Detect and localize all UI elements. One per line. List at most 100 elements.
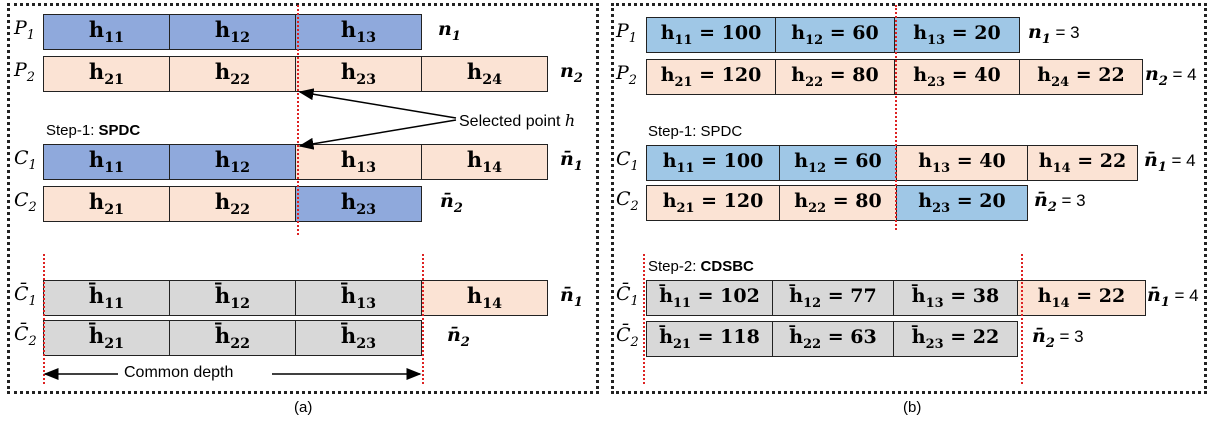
gene-label: h23 <box>340 189 377 219</box>
chromosome-row: h11 h12 h13 h14 <box>43 144 548 180</box>
gene-cell: h21 = 120 <box>646 185 780 221</box>
gene-label: h12 = 60 <box>794 150 882 176</box>
length-label: n̄2 <box>447 324 470 350</box>
gene-label: h̄23 <box>340 323 377 353</box>
chromosome-row: h̄21 h̄22 h̄23 <box>43 320 422 356</box>
row-label: C̄2 <box>14 323 37 349</box>
gene-cell: h22 = 80 <box>779 185 897 221</box>
length-label: n̄1 = 4 <box>1147 284 1199 310</box>
gene-cell: h23 = 40 <box>894 59 1020 95</box>
length-label: n̄2 = 3 <box>1032 325 1084 351</box>
gene-label: h23 = 20 <box>918 190 1006 216</box>
gene-label: h13 = 20 <box>913 22 1001 48</box>
gene-cell: h11 = 100 <box>646 145 780 181</box>
gene-label: h12 = 60 <box>791 22 879 48</box>
panel-a <box>7 3 599 394</box>
gene-cell: h23 <box>295 186 422 222</box>
gene-label: h14 = 22 <box>1038 150 1127 176</box>
step1-label-a: Step-1: SPDC <box>46 122 141 139</box>
step2-label-b: Step-2: CDSBC <box>648 258 754 275</box>
gene-cell: h11 = 100 <box>646 17 776 53</box>
gene-label: h24 <box>466 59 503 89</box>
gene-label: h13 <box>340 147 377 177</box>
gene-label: h̄13 = 38 <box>911 285 1000 311</box>
caption-a: (a) <box>294 399 313 416</box>
gene-label: h12 <box>214 17 251 47</box>
gene-label: h̄11 <box>88 283 125 313</box>
panel-b <box>611 3 1207 394</box>
gene-label: h22 = 80 <box>791 64 879 90</box>
common-depth-line-b-left <box>643 254 645 384</box>
gene-label: h24 = 22 <box>1037 64 1125 90</box>
row-label: C2 <box>616 188 639 214</box>
gene-cell: h̄22 <box>169 320 296 356</box>
gene-cell: h̄21 = 118 <box>646 321 773 357</box>
gene-cell: h̄12 = 77 <box>772 280 894 316</box>
gene-cell: h13 <box>295 144 422 180</box>
length-label: n2 <box>560 60 583 86</box>
arrow-to-parent-split <box>298 88 457 119</box>
row-label: P2 <box>14 59 36 85</box>
length-label: n̄2 <box>440 190 463 216</box>
chromosome-row: h11 = 100 h12 = 60 h13 = 20 <box>646 17 1020 53</box>
row-label: C1 <box>616 148 639 174</box>
common-depth-arrow <box>43 368 422 380</box>
gene-cell: h̄22 = 63 <box>772 321 894 357</box>
gene-cell: h12 = 60 <box>779 145 897 181</box>
gene-cell: h̄21 <box>43 320 170 356</box>
gene-label: h14 <box>466 147 503 177</box>
gene-label: h14 <box>466 283 503 313</box>
gene-label: h22 <box>214 59 251 89</box>
length-label: n1 <box>438 18 461 44</box>
gene-label: h̄11 = 102 <box>659 285 760 311</box>
chromosome-row: h21 = 120 h22 = 80 h23 = 20 <box>646 185 1028 221</box>
row-label: C1 <box>14 147 37 173</box>
split-line-a <box>297 5 299 235</box>
gene-cell: h21 <box>43 186 170 222</box>
gene-label: h̄13 <box>340 283 377 313</box>
gene-label: h̄23 = 22 <box>911 326 1000 352</box>
gene-label: h̄21 = 118 <box>659 326 760 352</box>
gene-label: h13 = 40 <box>918 150 1006 176</box>
common-depth-line-left <box>43 254 45 384</box>
gene-cell: h24 <box>421 56 548 92</box>
gene-cell: h̄11 <box>43 280 170 316</box>
gene-cell: h̄13 <box>295 280 422 316</box>
length-label: n1 = 3 <box>1028 21 1080 47</box>
gene-cell: h11 <box>43 14 170 50</box>
gene-label: h21 <box>88 59 125 89</box>
gene-cell: h̄23 <box>295 320 422 356</box>
gene-label: h22 = 80 <box>794 190 882 216</box>
chromosome-row: h21 h22 h23 <box>43 186 422 222</box>
gene-label: h21 = 120 <box>662 190 764 216</box>
common-depth-line-right <box>422 254 424 384</box>
gene-cell: h12 <box>169 14 296 50</box>
chromosome-row: h11 h12 h13 <box>43 14 422 50</box>
gene-cell: h12 = 60 <box>775 17 895 53</box>
gene-cell: h24 = 22 <box>1019 59 1143 95</box>
length-label: n̄1 <box>560 148 583 174</box>
gene-cell: h22 <box>169 56 296 92</box>
gene-cell: h22 <box>169 186 296 222</box>
gene-label: h11 = 100 <box>662 150 764 176</box>
gene-label: h21 <box>88 189 125 219</box>
gene-label: h11 <box>88 17 125 47</box>
gene-label: h23 <box>340 59 377 89</box>
caption-b: (b) <box>903 399 922 416</box>
row-label: C̄1 <box>616 283 639 309</box>
gene-cell: h14 <box>421 144 548 180</box>
gene-cell: h13 <box>295 14 422 50</box>
gene-label: h22 <box>214 189 251 219</box>
gene-cell: h̄12 <box>169 280 296 316</box>
row-label: P1 <box>14 17 36 43</box>
row-label: C̄1 <box>14 283 37 309</box>
gene-label: h13 <box>340 17 377 47</box>
row-label: P2 <box>616 62 638 88</box>
gene-label: h21 = 120 <box>660 64 762 90</box>
gene-cell: h21 = 120 <box>646 59 776 95</box>
split-line-b <box>895 5 897 230</box>
gene-cell: h14 = 22 <box>1027 145 1138 181</box>
row-label: C2 <box>14 189 37 215</box>
step1-label-b: Step-1: SPDC <box>648 123 743 140</box>
gene-label: h11 = 100 <box>660 22 762 48</box>
